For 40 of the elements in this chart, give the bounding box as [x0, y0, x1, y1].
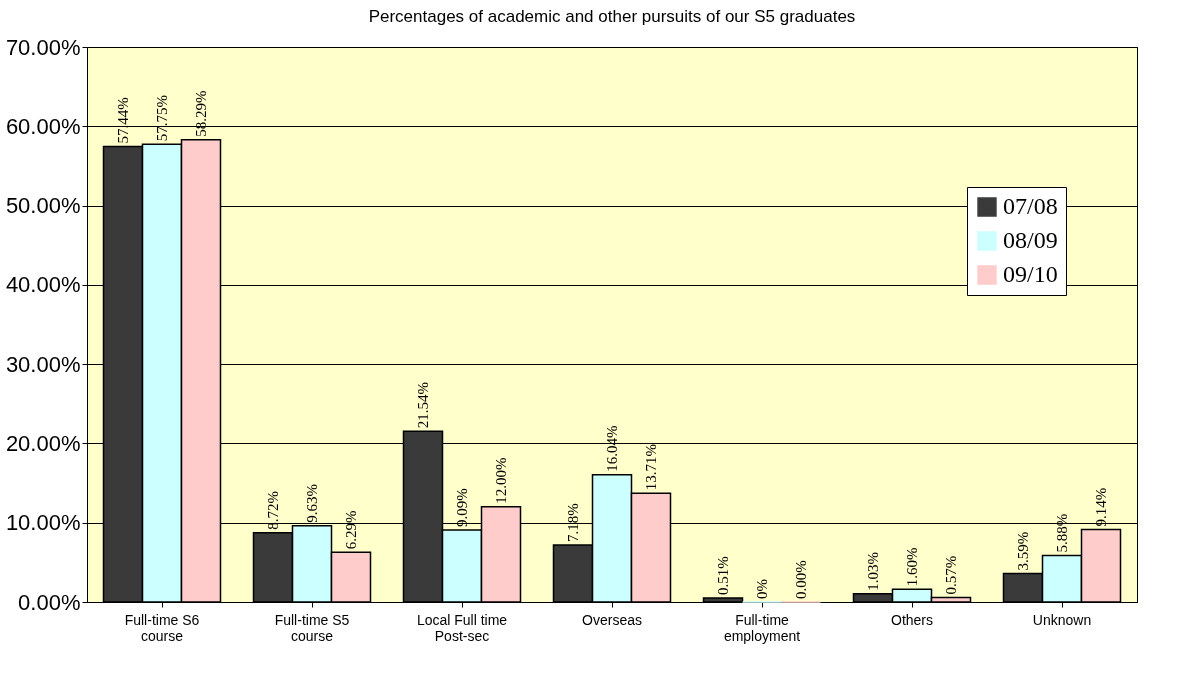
data-label: 7.18%: [565, 503, 581, 543]
data-label: 0.51%: [715, 556, 731, 595]
data-label: 0.57%: [943, 555, 959, 595]
x-tick-label: Full-time S5 course: [274, 611, 350, 644]
legend-label: 07/08: [1003, 193, 1058, 219]
data-label: 1.03%: [865, 552, 881, 591]
x-tick-label: Full-time employment: [723, 611, 801, 644]
x-tick-label: Unknown: [1032, 611, 1092, 628]
chart-title: Percentages of academic and other pursuits of our S5 graduates: [368, 7, 856, 26]
y-tick-label: 20.00%: [5, 430, 81, 456]
x-tick-label: Overseas: [582, 611, 642, 628]
data-label: 1.60%: [904, 547, 920, 587]
data-label: 5.88%: [1054, 513, 1070, 553]
data-label: 6.29%: [343, 510, 359, 550]
data-label: 8.72%: [265, 491, 281, 530]
data-label: 9.09%: [454, 488, 470, 527]
legend-label: 09/10: [1003, 261, 1058, 287]
y-tick-label: 70.00%: [5, 34, 81, 60]
data-label: 9.63%: [304, 483, 320, 523]
y-tick-label: 30.00%: [5, 351, 81, 377]
data-label: 0.00%: [793, 560, 809, 599]
data-label: 3.59%: [1015, 531, 1031, 571]
y-tick-label: 10.00%: [5, 510, 81, 536]
data-label: 57.44%: [115, 97, 131, 144]
legend-label: 08/09: [1003, 227, 1058, 253]
x-tick-label: Full-time S6 course: [124, 611, 200, 644]
data-label: 16.04%: [604, 425, 620, 472]
data-label: 57.75%: [154, 94, 170, 142]
x-tick-label: Others: [890, 611, 934, 628]
y-tick-label: 0.00%: [18, 589, 81, 615]
y-tick-label: 60.00%: [5, 113, 81, 139]
data-label: 58.29%: [193, 90, 209, 137]
data-label: 13.71%: [643, 444, 659, 491]
data-label: 0%: [754, 579, 770, 599]
y-tick-label: 40.00%: [5, 272, 81, 298]
x-tick-label: Local Full time Post-sec: [416, 611, 508, 644]
data-label: 21.54%: [415, 381, 431, 429]
data-label: 12.00%: [493, 457, 509, 504]
data-label: 9.14%: [1093, 487, 1109, 527]
y-tick-label: 50.00%: [5, 193, 81, 219]
